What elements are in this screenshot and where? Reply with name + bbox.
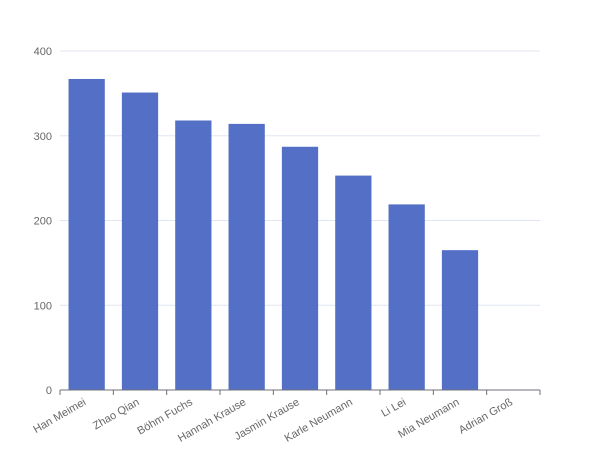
bar[interactable] xyxy=(441,250,479,390)
bar[interactable] xyxy=(281,146,319,390)
y-axis-labels: 0 100 200 300 400 xyxy=(34,46,52,397)
y-tick-label: 400 xyxy=(34,46,52,58)
y-tick-label: 300 xyxy=(34,131,52,143)
bars xyxy=(68,78,479,391)
x-tick-label: Li Lei xyxy=(379,396,408,420)
y-tick-label: 100 xyxy=(34,300,52,312)
bar[interactable] xyxy=(121,92,159,390)
x-axis xyxy=(59,389,541,395)
x-tick-label: Han Meimei xyxy=(31,396,88,436)
bar[interactable] xyxy=(228,123,265,390)
bar[interactable] xyxy=(68,78,105,390)
bar[interactable] xyxy=(175,120,212,391)
x-tick-label: Adrian Groß xyxy=(457,396,515,436)
y-tick-label: 0 xyxy=(46,385,52,397)
x-tick-label: Zhao Qian xyxy=(91,396,141,432)
bar[interactable] xyxy=(335,175,372,390)
bar[interactable] xyxy=(388,204,425,390)
y-tick-label: 200 xyxy=(34,216,52,228)
